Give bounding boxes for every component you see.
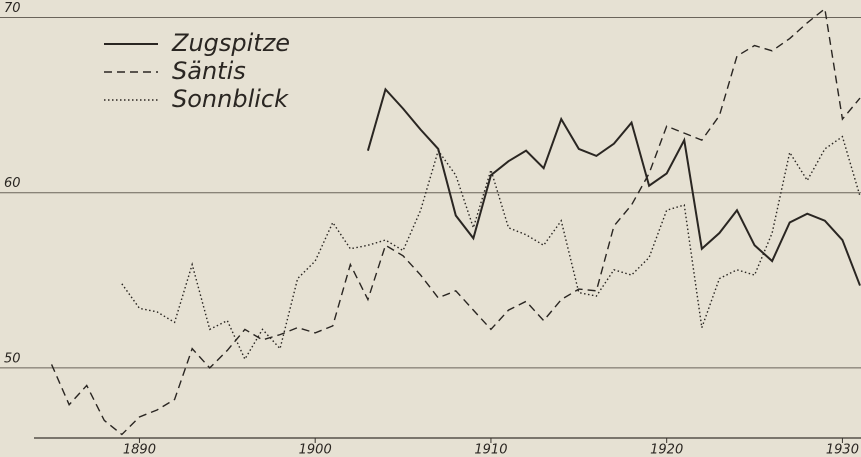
y-tick-label: 60 bbox=[4, 176, 21, 191]
x-tick-label: 1920 bbox=[650, 443, 683, 457]
legend-label: Säntis bbox=[172, 57, 246, 85]
y-tick-label: 70 bbox=[4, 1, 21, 16]
series-line bbox=[121, 135, 861, 361]
y-tick-label: 50 bbox=[4, 351, 21, 366]
x-tick-label: 1930 bbox=[826, 443, 859, 457]
x-tick-label: 1900 bbox=[299, 443, 332, 457]
x-tick-label: 1910 bbox=[474, 443, 507, 457]
x-tick-label: 1890 bbox=[123, 443, 156, 457]
series-line bbox=[50, 7, 861, 436]
legend-label: Sonnblick bbox=[172, 85, 289, 113]
legend-label: Zugspitze bbox=[171, 29, 290, 57]
series-line bbox=[366, 87, 861, 286]
